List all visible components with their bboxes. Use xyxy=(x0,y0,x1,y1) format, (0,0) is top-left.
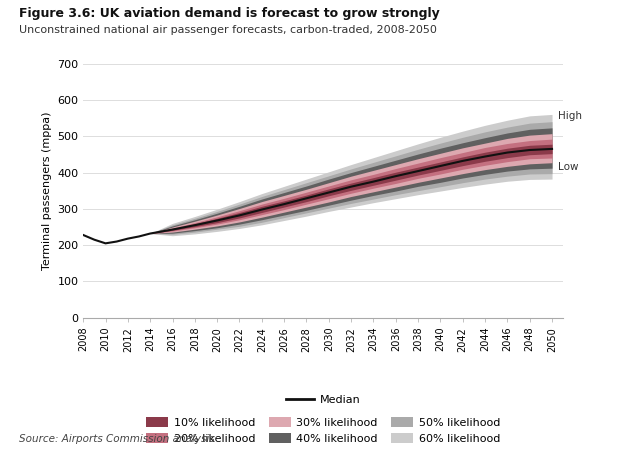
Legend: 10% likelihood, 20% likelihood, 30% likelihood, 40% likelihood, 50% likelihood, : 10% likelihood, 20% likelihood, 30% like… xyxy=(146,417,500,444)
Y-axis label: Terminal passengers (mppa): Terminal passengers (mppa) xyxy=(42,111,52,270)
Text: Low: Low xyxy=(557,162,578,172)
Text: Unconstrained national air passenger forecasts, carbon-traded, 2008-2050: Unconstrained national air passenger for… xyxy=(19,25,437,35)
Text: Figure 3.6: UK aviation demand is forecast to grow strongly: Figure 3.6: UK aviation demand is foreca… xyxy=(19,7,440,20)
Text: High: High xyxy=(557,111,582,121)
Text: Source: Airports Commission analysis: Source: Airports Commission analysis xyxy=(19,434,215,444)
